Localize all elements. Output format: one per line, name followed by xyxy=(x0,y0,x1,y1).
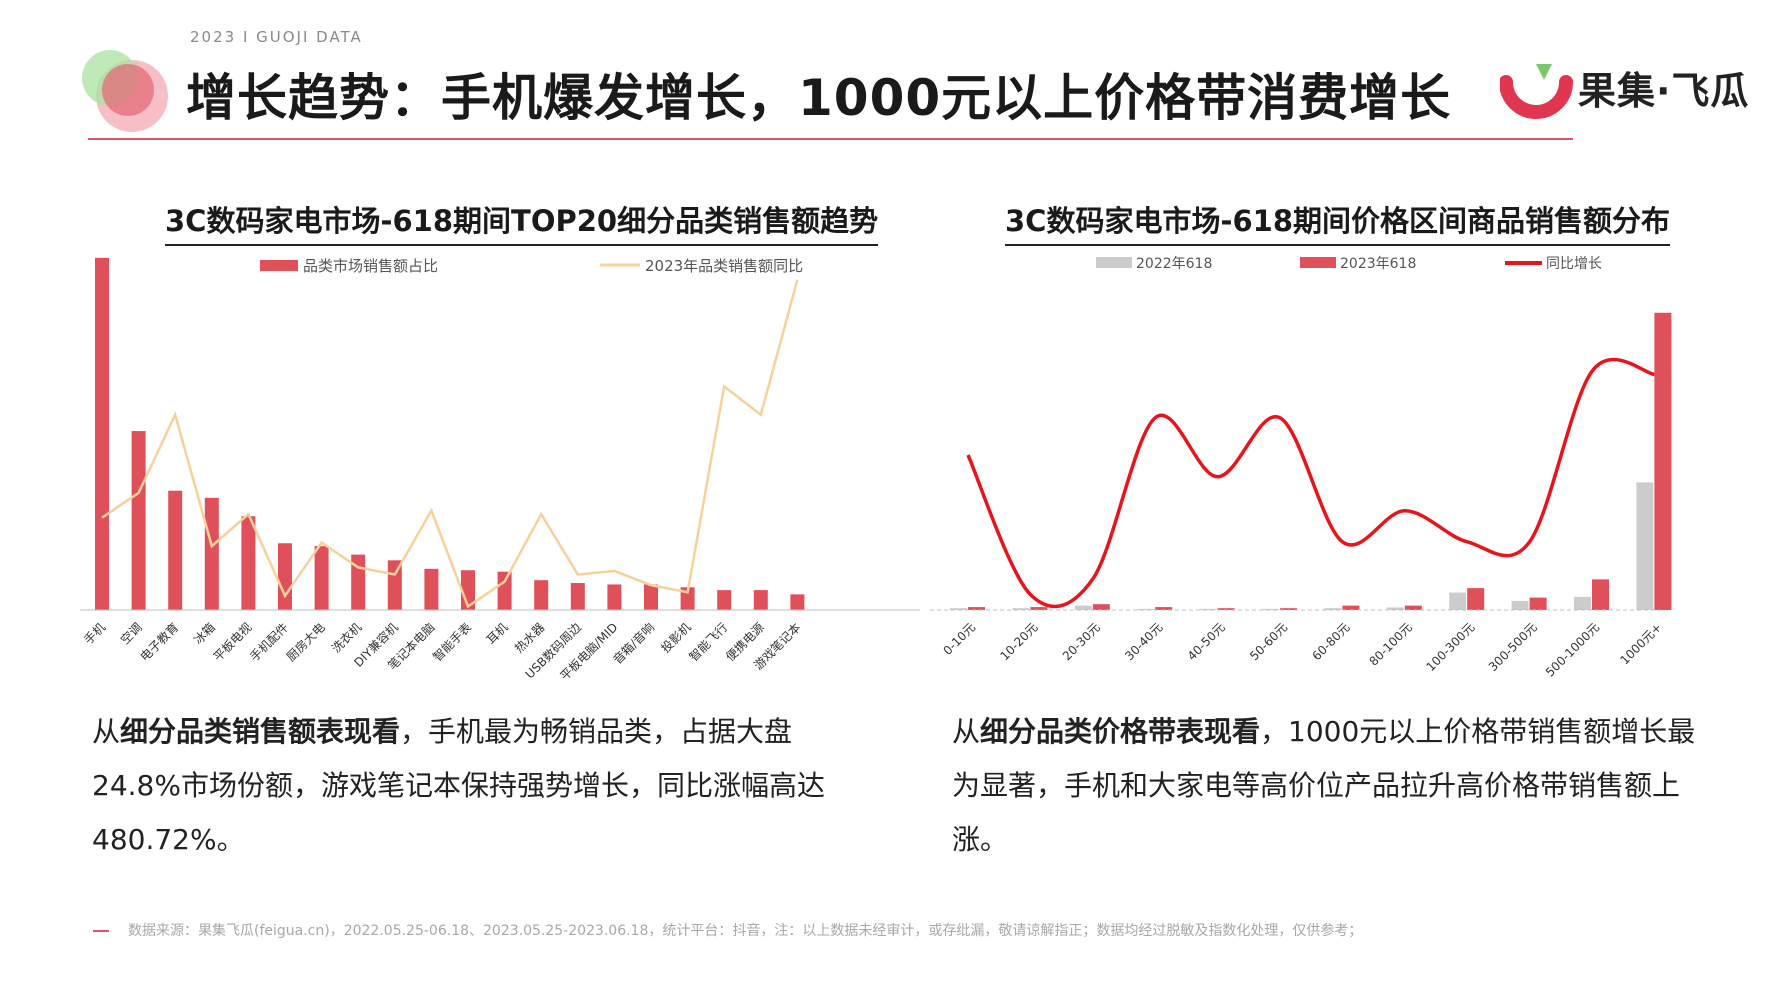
bar-2022 xyxy=(1324,608,1342,610)
bar-2022 xyxy=(1511,600,1529,610)
bar-2022 xyxy=(1012,608,1030,610)
bar xyxy=(680,587,695,610)
x-tick-label: 冰箱 xyxy=(190,620,218,648)
footer-source: 数据来源：果集飞瓜(feigua.cn)，2022.05.25-06.18、20… xyxy=(128,923,1363,939)
legend-swatch-2023 xyxy=(1300,257,1336,268)
bar-2023 xyxy=(1092,604,1110,610)
bar-2023 xyxy=(1592,579,1609,610)
bar-2023 xyxy=(1155,607,1173,610)
bar-2023 xyxy=(1529,597,1547,610)
bar xyxy=(241,516,256,610)
x-tick-label: 智能飞行 xyxy=(686,620,731,665)
bar xyxy=(497,571,512,610)
right-chart-title: 3C数码家电市场-618期间价格区间商品销售额分布 xyxy=(1005,198,1671,246)
x-tick-label: 空调 xyxy=(118,620,145,647)
header-decoration xyxy=(82,50,168,132)
bar-2023 xyxy=(1280,608,1297,610)
bar-2023 xyxy=(1217,608,1235,610)
x-tick-label: 300-500元 xyxy=(1486,620,1540,674)
bar xyxy=(314,546,329,610)
legend-label-line: 2023年品类销售额同比 xyxy=(645,257,803,275)
bar-series xyxy=(950,312,1672,610)
x-tick-label: 10-20元 xyxy=(997,620,1040,663)
left-summary-p1: 从 xyxy=(92,715,121,748)
bar xyxy=(278,543,292,610)
right-summary-p3: ，1000元以上价格带销售额增长最为显著，手机和大家电等高价位产品拉升高价格带销… xyxy=(952,715,1696,856)
page-title: 增长趋势：手机爆发增长，1000元以上价格带消费增长 xyxy=(186,69,1452,127)
x-tick-label: 500-1000元 xyxy=(1543,620,1602,679)
bar-2022 xyxy=(1386,607,1404,610)
footer-dash xyxy=(93,930,109,932)
x-tick-label: 60-80元 xyxy=(1309,620,1352,663)
legend-label-growth: 同比增长 xyxy=(1546,256,1602,272)
bar xyxy=(570,583,585,610)
bar-2023 xyxy=(968,607,985,610)
bar xyxy=(790,594,805,610)
logo xyxy=(1500,64,1573,119)
x-tick-label: 20-30元 xyxy=(1060,620,1103,663)
bar xyxy=(131,431,146,610)
x-tick-label: 手机 xyxy=(81,620,108,647)
line-series xyxy=(101,279,799,609)
bar-2022 xyxy=(1574,596,1591,610)
x-tick-label: 平板电视 xyxy=(210,620,255,665)
x-tick-label: 耳机 xyxy=(484,620,511,647)
legend-swatch-2022 xyxy=(1096,257,1132,268)
legend-label-2022: 2022年618 xyxy=(1136,256,1212,272)
right-summary-p1: 从 xyxy=(952,715,981,748)
bar-2022 xyxy=(1074,605,1092,610)
x-tick-label: 50-60元 xyxy=(1247,620,1290,663)
legend-swatch-bar xyxy=(260,260,298,271)
bar xyxy=(204,497,219,610)
legend-label-bar: 品类市场销售额占比 xyxy=(303,257,438,275)
bar-2022 xyxy=(1636,482,1654,610)
x-tick-label: 1000元+ xyxy=(1617,620,1664,667)
title-divider xyxy=(88,138,1573,140)
right-summary-emphasis: 细分品类价格带表现看 xyxy=(980,715,1261,748)
x-tick-label: 洗衣机 xyxy=(328,620,364,656)
x-tick-label: 30-40元 xyxy=(1122,620,1165,663)
bar-2023 xyxy=(1030,607,1048,610)
left-summary-p3: ，手机最为畅销品类，占据大盘24.8%市场份额，游戏笔记本保持强势增长，同比涨幅… xyxy=(92,715,825,856)
x-tick-label: 热水器 xyxy=(512,620,547,655)
x-tick-label: 智能手表 xyxy=(430,620,475,665)
legend-label-2023: 2023年618 xyxy=(1340,256,1416,272)
x-tick-label: 40-50元 xyxy=(1185,620,1228,663)
bar xyxy=(534,580,549,610)
x-tick-label: 厨房大电 xyxy=(283,620,328,665)
bar-2022 xyxy=(1262,608,1279,610)
logo-mark xyxy=(1500,75,1573,119)
top-label: 2023 I GUOJI DATA xyxy=(190,28,363,46)
bar-2023 xyxy=(1467,588,1485,610)
left-summary: 从细分品类销售额表现看，手机最为畅销品类，占据大盘24.8%市场份额，游戏笔记本… xyxy=(92,705,852,867)
bar xyxy=(168,490,183,610)
x-tick-label: 电子教育 xyxy=(137,620,182,665)
bar xyxy=(607,584,622,610)
x-tick-label: 80-100元 xyxy=(1366,620,1414,668)
bar xyxy=(753,590,768,610)
bar xyxy=(644,584,658,610)
bar-2023 xyxy=(1404,605,1422,610)
x-tick-label: 0-10元 xyxy=(940,620,978,658)
bar xyxy=(95,257,109,610)
x-tick-label: 手机配件 xyxy=(247,620,291,664)
right-summary: 从细分品类价格带表现看，1000元以上价格带销售额增长最为显著，手机和大家电等高… xyxy=(952,705,1712,867)
bar-2023 xyxy=(1342,605,1360,610)
bar-2022 xyxy=(1137,608,1155,610)
right-chart: 2022年618 2023年618 同比增长 0-10元 10-20元 20-30元 30-… xyxy=(930,256,1672,679)
bar-2022 xyxy=(1449,592,1467,610)
bar xyxy=(717,590,732,610)
x-tick-label: 100-300元 xyxy=(1423,620,1477,674)
x-tick-label: 投影机 xyxy=(658,620,694,656)
bar-2022 xyxy=(1199,608,1217,610)
bar-2023 xyxy=(1654,312,1672,610)
left-chart-title: 3C数码家电市场-618期间TOP20细分品类销售额趋势 xyxy=(165,198,879,246)
bar xyxy=(424,568,439,610)
logo-text: 果集·飞瓜 xyxy=(1578,69,1750,113)
line-series xyxy=(966,357,1655,609)
bar-2022 xyxy=(950,608,967,610)
bar-series xyxy=(95,257,805,610)
left-summary-emphasis: 细分品类销售额表现看 xyxy=(120,715,401,748)
